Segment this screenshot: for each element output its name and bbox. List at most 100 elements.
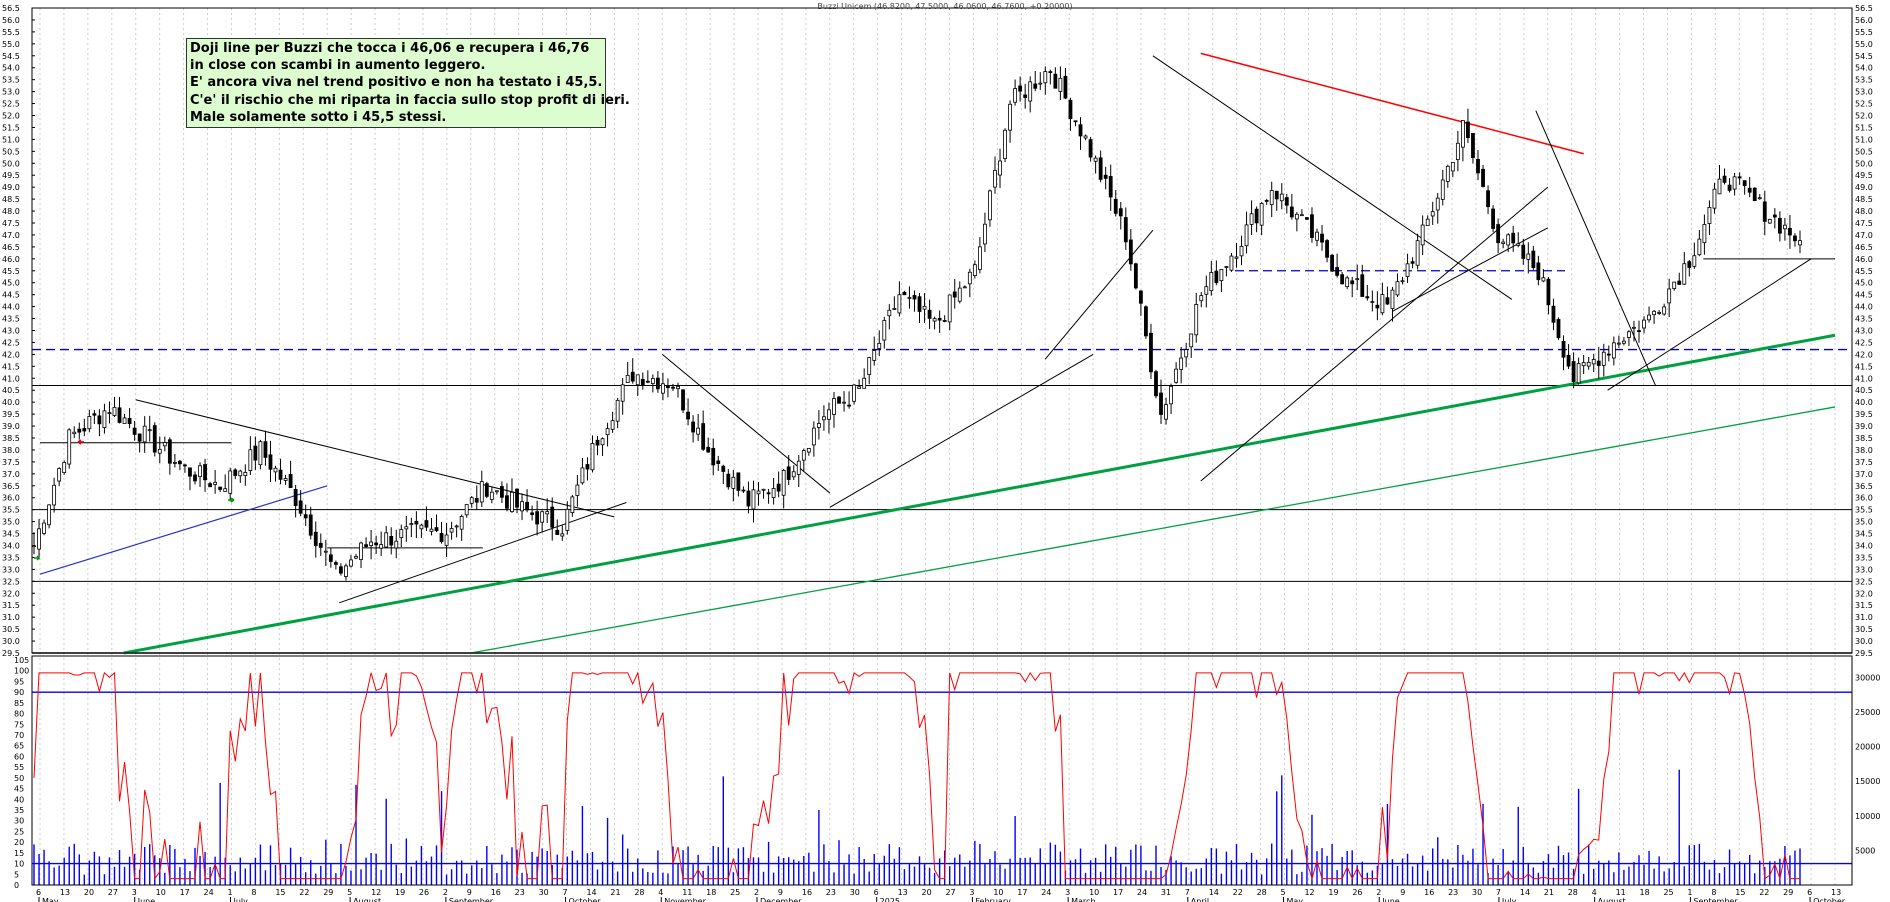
- price-bar-body: [1289, 206, 1294, 218]
- price-bar-body: [827, 409, 831, 420]
- price-bar-body: [796, 460, 801, 475]
- price-bar-body: [1310, 214, 1314, 238]
- x-day-label: 13: [898, 888, 908, 897]
- price-tick-right: 42.0: [1855, 350, 1873, 359]
- price-bar-body: [761, 488, 766, 491]
- price-bar-body: [258, 441, 263, 466]
- price-bar-body: [630, 371, 635, 382]
- price-tick-right: 41.5: [1855, 362, 1873, 371]
- price-bar-body: [92, 413, 97, 416]
- price-bar-body: [1682, 263, 1687, 285]
- price-bar-body: [1581, 362, 1586, 367]
- price-tick-right: 42.5: [1855, 338, 1873, 347]
- price-bar-body: [676, 385, 680, 390]
- price-tick-left: 38.5: [2, 434, 20, 443]
- price-bar-body: [1737, 176, 1742, 179]
- x-day-label: 21: [1544, 888, 1554, 897]
- price-bar-body: [1430, 211, 1435, 217]
- price-bar-body: [1687, 261, 1692, 268]
- price-bar-body: [1591, 359, 1596, 365]
- price-bar-body: [1214, 270, 1219, 284]
- x-day-label: 23: [1448, 888, 1458, 897]
- price-bar-body: [1063, 75, 1068, 99]
- price-bar-body: [152, 425, 157, 453]
- price-bar-body: [1707, 206, 1712, 224]
- price-bar-body: [1320, 233, 1324, 243]
- price-bar-body: [208, 483, 212, 488]
- price-bar-body: [1229, 255, 1234, 271]
- price-bar-body: [459, 516, 464, 530]
- price-bar-body: [550, 506, 555, 528]
- price-bar-body: [1601, 351, 1606, 366]
- price-bar-body: [1677, 280, 1682, 285]
- price-bar-body: [595, 439, 600, 446]
- x-day-label: 28: [1257, 888, 1267, 897]
- price-tick-right: 37.0: [1855, 470, 1873, 479]
- price-bar-body: [832, 398, 836, 415]
- price-tick-right: 32.0: [1855, 589, 1873, 598]
- price-bar-body: [525, 501, 529, 511]
- price-tick-right: 46.0: [1855, 255, 1873, 264]
- price-bar-body: [1798, 240, 1802, 246]
- price-tick-left: 44.5: [2, 291, 20, 300]
- x-month-label: November: [664, 897, 706, 902]
- uptrend-line-2: [829, 353, 1094, 508]
- price-bar-body: [1375, 304, 1380, 309]
- price-tick-left: 46.5: [2, 243, 20, 252]
- x-day-label: 30: [539, 888, 549, 897]
- price-bar-body: [1481, 168, 1485, 187]
- x-day-label: 7: [1185, 888, 1190, 897]
- x-month-label: June: [137, 897, 156, 902]
- price-bar-body: [1742, 180, 1747, 187]
- price-tick-left: 53.0: [2, 88, 20, 97]
- uptrend-line-3: [1044, 229, 1154, 360]
- price-bar-body: [1793, 235, 1797, 242]
- x-day-label: 1: [1687, 888, 1692, 897]
- price-bar-body: [233, 469, 238, 476]
- price-bar-body: [575, 484, 580, 496]
- price-bar-body: [1033, 83, 1038, 89]
- x-day-label: 21: [610, 888, 620, 897]
- price-bar-body: [1667, 288, 1672, 304]
- price-bar-body: [1249, 213, 1254, 225]
- x-day-label: 12: [1304, 888, 1314, 897]
- price-bar-body: [1486, 190, 1490, 208]
- price-bar-body: [318, 542, 323, 548]
- x-day-label: 27: [108, 888, 118, 897]
- price-bar-body: [117, 407, 122, 423]
- price-bar-body: [122, 417, 127, 424]
- price-tick-left: 39.0: [2, 422, 20, 431]
- stoch-tick-left: 0: [14, 881, 19, 890]
- price-tick-right: 35.5: [1855, 506, 1873, 515]
- price-bar-body: [505, 495, 509, 509]
- x-day-label: 17: [1017, 888, 1027, 897]
- price-tick-right: 45.0: [1855, 279, 1873, 288]
- price-tick-left: 50.0: [2, 159, 20, 168]
- price-tick-left: 48.5: [2, 195, 20, 204]
- price-bar-body: [369, 541, 373, 546]
- price-bar-body: [172, 462, 177, 464]
- price-bar-body: [1003, 129, 1007, 159]
- price-bar-body: [228, 470, 233, 494]
- stoch-tick-left: 105: [14, 656, 29, 665]
- price-bar-body: [147, 429, 152, 432]
- price-bar-body: [1717, 178, 1722, 195]
- price-bar-body: [102, 410, 107, 428]
- price-tick-right: 44.5: [1855, 291, 1873, 300]
- x-day-label: 24: [204, 888, 214, 897]
- price-bar-body: [661, 383, 665, 394]
- price-bar-body: [424, 520, 429, 528]
- x-day-label: 22: [1759, 888, 1769, 897]
- price-bar-body: [696, 427, 701, 435]
- x-day-label: 29: [323, 888, 333, 897]
- volume-bars: [33, 769, 1801, 885]
- price-bar-body: [1174, 368, 1179, 383]
- price-bar-body: [887, 309, 892, 317]
- price-bar-body: [776, 483, 781, 492]
- price-bar-body: [822, 416, 826, 421]
- price-bar-body: [1455, 142, 1460, 161]
- price-tick-left: 51.0: [2, 135, 20, 144]
- price-bar-body: [993, 170, 997, 188]
- price-tick-right: 55.0: [1855, 40, 1873, 49]
